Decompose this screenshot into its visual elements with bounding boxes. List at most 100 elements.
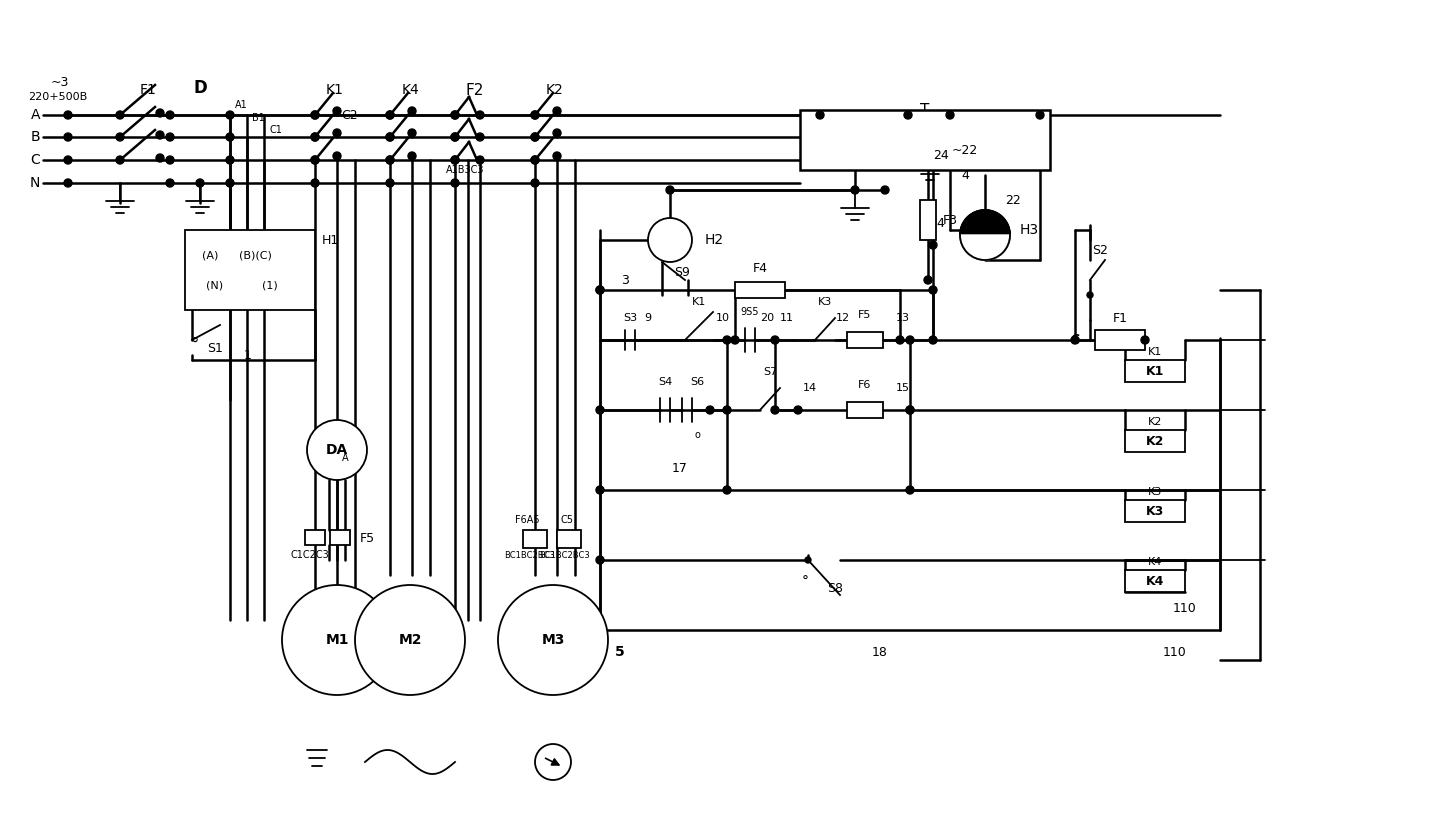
Circle shape — [64, 111, 71, 119]
Text: K1: K1 — [1147, 347, 1162, 357]
Text: (B)(C): (B)(C) — [239, 250, 272, 260]
Text: 4: 4 — [936, 217, 945, 229]
Text: M1: M1 — [326, 633, 349, 647]
Circle shape — [312, 111, 319, 119]
Text: C: C — [30, 153, 40, 167]
Bar — [1125, 360, 1185, 382]
Text: 9: 9 — [644, 313, 652, 323]
Text: F6A5: F6A5 — [514, 515, 539, 525]
Circle shape — [929, 336, 937, 344]
Circle shape — [732, 336, 739, 344]
Text: S7: S7 — [763, 367, 777, 377]
Circle shape — [156, 131, 164, 139]
Bar — [847, 332, 883, 348]
Bar — [1095, 330, 1145, 350]
Circle shape — [929, 241, 937, 249]
Circle shape — [166, 179, 174, 187]
Bar — [330, 530, 350, 545]
Circle shape — [1140, 336, 1149, 344]
Circle shape — [166, 111, 174, 119]
Circle shape — [723, 336, 732, 344]
Text: S2: S2 — [1092, 244, 1107, 256]
Text: C1: C1 — [269, 125, 282, 135]
Bar — [735, 282, 785, 298]
Circle shape — [196, 179, 204, 187]
Circle shape — [723, 406, 732, 414]
Text: 18: 18 — [872, 645, 887, 659]
Circle shape — [906, 336, 915, 344]
Text: F3: F3 — [943, 213, 957, 227]
Text: 9S5: 9S5 — [740, 307, 759, 317]
Text: DA: DA — [326, 443, 349, 457]
Text: F1: F1 — [1113, 312, 1127, 324]
Text: 17: 17 — [672, 461, 687, 475]
Text: °: ° — [191, 336, 199, 354]
Circle shape — [452, 111, 459, 119]
Text: ~3: ~3 — [51, 76, 69, 88]
Text: K3: K3 — [1146, 505, 1165, 517]
Circle shape — [532, 179, 539, 187]
Circle shape — [409, 129, 416, 137]
Circle shape — [226, 156, 234, 164]
Text: H2: H2 — [704, 233, 725, 247]
Bar — [800, 110, 1050, 170]
Text: 110: 110 — [1163, 645, 1187, 659]
Text: 5: 5 — [614, 645, 624, 659]
Text: o: o — [694, 430, 700, 440]
Circle shape — [532, 133, 539, 141]
Circle shape — [906, 486, 915, 494]
Circle shape — [226, 133, 234, 141]
Circle shape — [386, 156, 394, 164]
Circle shape — [333, 129, 342, 137]
Circle shape — [476, 111, 484, 119]
Text: 1: 1 — [244, 349, 252, 361]
Text: K4: K4 — [402, 83, 419, 97]
Text: C5: C5 — [560, 515, 573, 525]
Text: 4: 4 — [962, 169, 969, 181]
Circle shape — [596, 556, 604, 564]
Text: F4: F4 — [753, 261, 767, 275]
Circle shape — [64, 179, 71, 187]
Circle shape — [532, 111, 539, 119]
Text: K4: K4 — [1146, 575, 1165, 587]
Text: A1B3C3: A1B3C3 — [446, 165, 484, 175]
Text: °: ° — [802, 575, 809, 589]
Text: H3: H3 — [1020, 223, 1039, 237]
Text: (A): (A) — [201, 250, 219, 260]
Circle shape — [116, 156, 124, 164]
Circle shape — [596, 286, 604, 294]
Circle shape — [534, 744, 572, 780]
Text: F2: F2 — [466, 82, 484, 97]
Text: F5: F5 — [859, 310, 872, 320]
Bar — [1125, 570, 1185, 592]
Polygon shape — [960, 210, 1010, 235]
Circle shape — [116, 133, 124, 141]
Circle shape — [64, 133, 71, 141]
Text: F6: F6 — [859, 380, 872, 390]
Circle shape — [333, 152, 342, 160]
Circle shape — [666, 186, 674, 194]
Circle shape — [386, 179, 394, 187]
Circle shape — [946, 111, 955, 119]
Text: B1: B1 — [252, 113, 264, 123]
Bar — [304, 530, 324, 545]
Text: M3: M3 — [542, 633, 564, 647]
Text: A1: A1 — [234, 100, 247, 110]
Text: K2: K2 — [1147, 417, 1162, 427]
Circle shape — [333, 107, 342, 115]
Circle shape — [312, 133, 319, 141]
Text: C1C2C3: C1C2C3 — [290, 550, 329, 560]
Circle shape — [532, 111, 539, 119]
Text: D: D — [193, 79, 207, 97]
Circle shape — [452, 156, 459, 164]
Circle shape — [354, 585, 464, 695]
Bar — [1125, 500, 1185, 522]
Circle shape — [852, 186, 859, 194]
Circle shape — [906, 406, 915, 414]
Circle shape — [312, 133, 319, 141]
Circle shape — [929, 286, 937, 294]
Circle shape — [476, 133, 484, 141]
Polygon shape — [960, 235, 1010, 260]
Circle shape — [882, 186, 889, 194]
Text: K2: K2 — [1146, 434, 1165, 448]
